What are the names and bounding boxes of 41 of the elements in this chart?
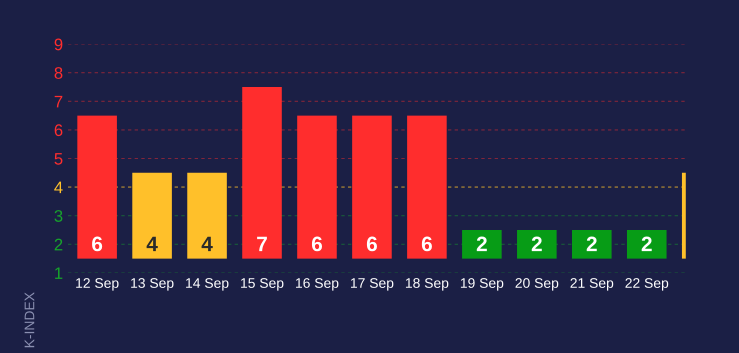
data-label: 6 (366, 236, 377, 252)
x-tick-label: 22 Sep (625, 278, 668, 291)
data-label: 2 (476, 236, 487, 252)
bar (462, 230, 502, 259)
y-tick-label: 7 (54, 96, 62, 108)
x-tick-label: 13 Sep (131, 278, 174, 291)
data-label: 6 (422, 236, 432, 252)
data-label: 7 (257, 236, 267, 252)
x-tick-label: 19 Sep (460, 278, 504, 291)
data-label: 4 (146, 236, 158, 252)
data-label: 6 (312, 236, 322, 252)
data-label: 4 (202, 236, 213, 252)
x-tick-label: 21 Sep (570, 278, 614, 291)
x-tick-label: 18 Sep (406, 278, 448, 291)
y-tick-label: 6 (54, 124, 62, 136)
data-label: 2 (642, 236, 652, 252)
y-tick-label: 4 (54, 182, 63, 194)
x-tick-label: 12 Sep (76, 278, 119, 291)
x-tick-label: 20 Sep (516, 278, 558, 291)
y-tick-label: 2 (54, 238, 62, 250)
bar (626, 230, 667, 259)
bar (517, 230, 557, 259)
bar (407, 116, 447, 259)
y-tick-label: 5 (54, 153, 62, 165)
x-tick-label: 17 Sep (350, 278, 394, 291)
x-tick-label: 14 Sep (186, 278, 228, 291)
data-label: 2 (586, 236, 597, 252)
bar (352, 116, 392, 259)
y-tick-label: 3 (54, 210, 62, 222)
bar (242, 87, 282, 259)
x-tick-label: 15 Sep (241, 278, 284, 291)
y-tick-label: 1 (55, 267, 62, 279)
bar (297, 116, 337, 259)
y-tick-label: 8 (54, 67, 62, 79)
y-axis-title: K-INDEX (24, 292, 34, 348)
x-tick-label: 16 Sep (296, 278, 338, 291)
bar (572, 230, 612, 259)
bar (77, 116, 117, 259)
data-label: 2 (532, 236, 542, 252)
y-tick-label: 9 (54, 38, 62, 50)
data-label: 6 (92, 236, 102, 252)
